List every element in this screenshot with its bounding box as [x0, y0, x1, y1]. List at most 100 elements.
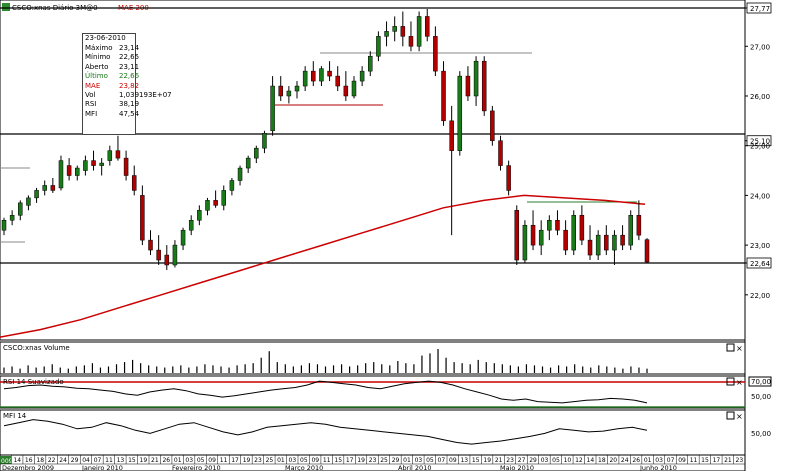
rsi-series: [3, 380, 648, 404]
candle: [319, 66, 324, 87]
candle: [311, 61, 316, 87]
maximize-icon[interactable]: [726, 411, 735, 420]
time-tick-label: 29: [71, 457, 79, 464]
candle: [9, 210, 15, 226]
data-window-label: MFI: [85, 109, 98, 118]
candle: [262, 130, 267, 154]
candle: [604, 225, 609, 256]
candle: [449, 105, 454, 236]
candle: [1, 217, 7, 236]
candle: [237, 165, 243, 186]
time-tick-label: 19: [243, 457, 251, 464]
candle: [595, 230, 601, 261]
data-window-value: 38,19: [119, 100, 140, 109]
mfi-mid-label: 50,00: [751, 430, 771, 438]
data-window-value: 23,14: [119, 44, 140, 52]
time-tick-label: 23: [254, 457, 262, 464]
candle: [465, 66, 471, 101]
time-tick-label: 21: [495, 457, 503, 464]
candle: [424, 8, 430, 42]
candle: [205, 197, 210, 216]
time-tick-label: 21: [724, 457, 732, 464]
time-tick-label: 16: [25, 457, 33, 464]
time-tick-label: 03: [541, 457, 549, 464]
candle: [34, 187, 39, 203]
data-window-value: 22,65: [119, 53, 140, 62]
time-month-label: Fevereiro 2010: [172, 464, 221, 471]
candle: [335, 66, 340, 92]
candle: [26, 195, 31, 211]
data-window: 23-06-2010 Máximo 23,14 Mínimo 22,65 Aberto 2…: [82, 33, 172, 135]
price-tick-label: 22,00: [750, 292, 770, 300]
time-tick-label: 25: [266, 457, 274, 464]
candle: [75, 165, 80, 181]
data-window-row: Máximo 23,14: [83, 44, 139, 53]
candle: [18, 200, 23, 221]
time-tick-label: 23: [506, 457, 514, 464]
candle: [473, 56, 479, 106]
time-tick-label: 04: [82, 457, 90, 464]
time-tick-label: 05: [300, 457, 308, 464]
candle: [188, 215, 194, 236]
candle: [148, 230, 153, 256]
time-tick-label: 07: [667, 457, 675, 464]
data-window-row: MFI 47,54: [83, 109, 139, 119]
price-tick: 22,00: [745, 292, 770, 300]
time-tick-label: 01: [174, 457, 182, 464]
time-tick-label: 05: [426, 457, 434, 464]
chart-window-icon[interactable]: [2, 3, 10, 11]
volume-panel-controls: ×: [726, 343, 743, 353]
data-window-value: 23,11: [119, 62, 140, 71]
candle: [229, 178, 235, 196]
time-tick-label: 23: [736, 457, 744, 464]
data-window-value: 47,54: [119, 109, 140, 118]
candle: [490, 105, 495, 146]
rsi-level-label: 70,00: [751, 378, 771, 386]
time-tick-label: 03: [415, 457, 423, 464]
time-tick-label: 27: [518, 457, 526, 464]
mfi-panel-controls: ×: [726, 411, 743, 421]
candle: [156, 235, 161, 265]
candle: [286, 86, 292, 104]
time-month-label: Março 2010: [285, 464, 323, 471]
time-tick-label: 21: [151, 457, 159, 464]
maximize-icon[interactable]: [726, 377, 735, 386]
price-tick-label: 27,00: [750, 43, 770, 51]
candle: [123, 150, 129, 181]
close-icon[interactable]: ×: [736, 412, 743, 421]
candle: [115, 135, 121, 161]
data-window-label: MAE: [85, 81, 101, 90]
candle: [221, 185, 227, 211]
candle: [441, 61, 446, 126]
price-tick-label: 24,00: [750, 192, 770, 200]
mae-200-line: [0, 194, 646, 338]
candle: [58, 155, 64, 191]
candle: [620, 225, 625, 251]
candle: [107, 145, 113, 166]
candle: [327, 61, 332, 82]
maximize-icon[interactable]: [726, 343, 735, 352]
candle: [392, 16, 397, 42]
candle: [612, 230, 617, 265]
time-tick-label: 03: [185, 457, 193, 464]
time-axis-first-day: 009: [1, 458, 13, 465]
time-tick-label: 10: [564, 457, 572, 464]
time-tick-label: 25: [380, 457, 388, 464]
candle: [294, 81, 300, 99]
time-tick-label: 07: [438, 457, 446, 464]
close-icon[interactable]: ×: [736, 344, 743, 353]
time-tick-label: 09: [678, 457, 686, 464]
candle: [91, 150, 96, 171]
candle: [522, 220, 528, 263]
time-tick-label: 20: [609, 457, 617, 464]
candle: [172, 240, 178, 268]
close-icon[interactable]: ×: [736, 378, 743, 387]
candle: [416, 11, 422, 52]
price-tick: 26,00: [745, 93, 770, 101]
time-tick-label: 05: [552, 457, 560, 464]
time-tick-label: 01: [277, 457, 285, 464]
price-tick-label: 23,00: [750, 242, 770, 250]
time-tick-label: 19: [357, 457, 365, 464]
candle: [197, 205, 202, 226]
time-tick-label: 09: [449, 457, 457, 464]
